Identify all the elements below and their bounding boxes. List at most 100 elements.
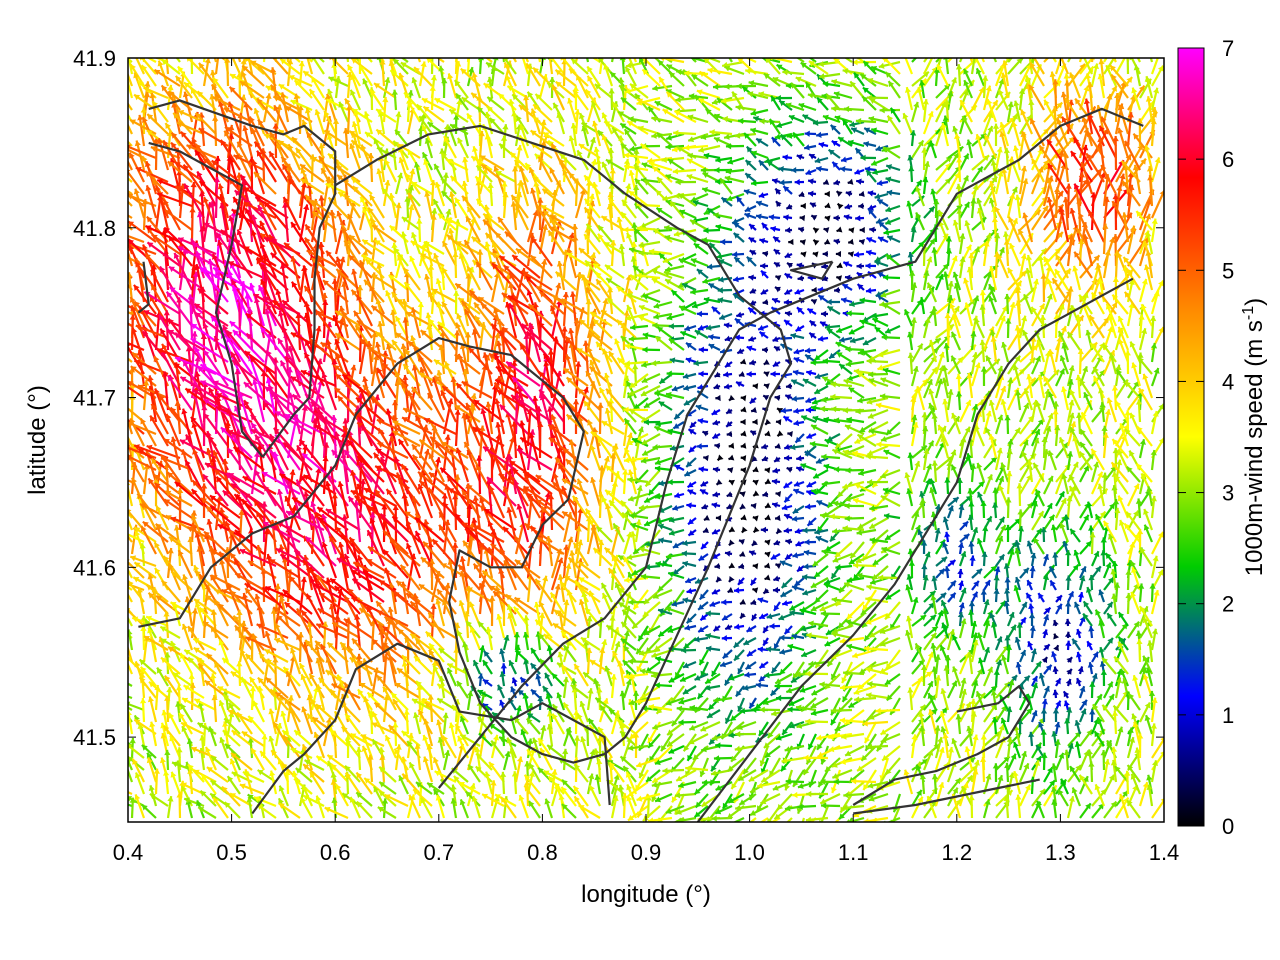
wind-arrow [877, 360, 901, 371]
wind-arrow [736, 348, 745, 355]
wind-arrow [750, 502, 757, 510]
wind-arrow [257, 119, 277, 147]
wind-arrow [856, 262, 865, 270]
wind-arrow [774, 275, 782, 281]
wind-arrow [147, 477, 169, 507]
wind-arrow [1006, 611, 1015, 627]
wind-arrow [976, 462, 986, 483]
wind-arrow [1006, 470, 1013, 495]
wind-arrow [170, 570, 193, 591]
wind-arrow [971, 568, 983, 579]
wind-arrow [780, 589, 793, 598]
wind-arrow [610, 674, 617, 699]
wind-arrow [760, 269, 769, 279]
wind-arrow [807, 178, 817, 185]
wind-arrow [947, 579, 957, 591]
wind-arrow [824, 215, 831, 222]
wind-arrow [1004, 588, 1011, 603]
wind-arrow [191, 241, 229, 267]
wind-arrow [740, 467, 747, 474]
wind-arrow [192, 448, 206, 483]
wind-arrow [214, 58, 220, 75]
wind-arrow [752, 587, 759, 594]
wind-arrow [775, 563, 782, 569]
wind-arrow [176, 297, 183, 339]
wind-arrow [799, 239, 806, 246]
wind-arrow [535, 673, 542, 687]
wind-arrow [749, 430, 757, 437]
wind-arrow [713, 212, 733, 220]
wind-arrow [1067, 58, 1072, 63]
wind-arrow [778, 165, 793, 173]
wind-arrow [157, 60, 170, 87]
wind-arrow [758, 613, 769, 620]
wind-arrow [727, 587, 734, 594]
wind-arrow [148, 681, 169, 699]
wind-arrow [715, 479, 723, 486]
wind-arrow [226, 775, 241, 795]
wind-arrow [726, 192, 745, 202]
wind-arrow [652, 588, 673, 599]
wind-arrow [192, 389, 229, 411]
wind-arrow [147, 592, 169, 615]
wind-arrow [793, 407, 805, 415]
wind-arrow [866, 584, 889, 592]
wind-arrow [191, 479, 217, 507]
wind-arrow [222, 458, 230, 495]
wind-arrow [229, 73, 253, 87]
wind-arrow [762, 637, 769, 647]
wind-arrow [771, 178, 781, 185]
wind-arrow [902, 112, 914, 135]
wind-arrow [712, 419, 721, 426]
wind-arrow [253, 140, 277, 171]
wind-arrow [391, 242, 398, 267]
wind-arrow [1023, 293, 1034, 315]
wind-arrow [1019, 567, 1030, 579]
wind-arrow [959, 533, 970, 543]
wind-arrow [453, 290, 460, 315]
wind-arrow [775, 200, 782, 208]
wind-arrow [867, 190, 877, 197]
wind-arrow [367, 754, 374, 783]
wind-arrow [793, 348, 805, 355]
wind-arrow [139, 502, 169, 519]
wind-arrow [146, 757, 158, 783]
wind-arrow [789, 444, 805, 451]
wind-arrow [971, 580, 980, 591]
wind-arrow [971, 591, 979, 603]
wind-arrow [187, 768, 194, 795]
wind-arrow [172, 671, 193, 687]
wind-arrow [482, 678, 493, 687]
wind-arrow [711, 409, 721, 416]
wind-arrow [138, 658, 157, 675]
wind-arrow [804, 347, 817, 354]
wind-arrow [935, 323, 955, 339]
wind-arrow [610, 526, 621, 555]
wind-arrow [197, 806, 217, 819]
wind-arrow [866, 236, 877, 244]
wind-arrow [687, 529, 697, 537]
wind-arrow [705, 324, 721, 331]
wind-arrow [1015, 794, 1022, 819]
wind-arrow [128, 706, 133, 711]
wind-arrow [836, 202, 844, 210]
wind-arrow [762, 491, 769, 498]
wind-arrow [146, 444, 181, 460]
wind-arrow [770, 370, 781, 378]
wind-arrow [719, 177, 733, 195]
wind-arrow [976, 537, 986, 555]
wind-arrow [1016, 483, 1023, 507]
wind-arrow [964, 302, 974, 327]
wind-arrow [154, 388, 170, 423]
wind-arrow [136, 349, 146, 387]
wind-arrow [879, 107, 901, 114]
wind-arrow [146, 584, 169, 603]
wind-arrow [696, 310, 709, 318]
wind-arrow [746, 345, 757, 352]
wind-arrow [979, 304, 986, 327]
wind-arrow [590, 477, 602, 507]
wind-arrow [703, 514, 710, 521]
wind-arrow [706, 263, 721, 270]
wind-arrow [911, 796, 924, 819]
wind-arrow [133, 300, 157, 327]
